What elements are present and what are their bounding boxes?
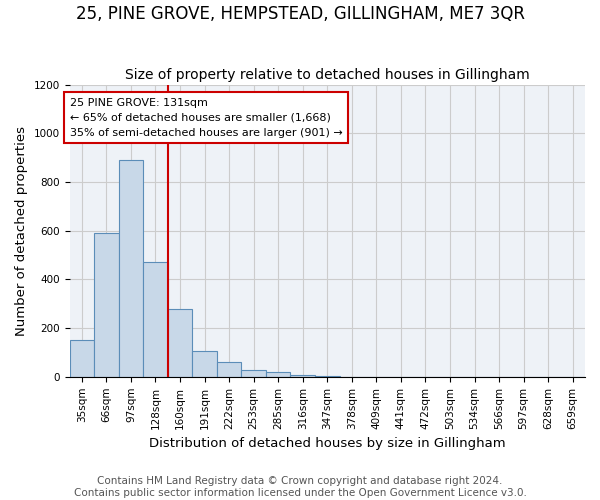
X-axis label: Distribution of detached houses by size in Gillingham: Distribution of detached houses by size … — [149, 437, 506, 450]
Text: Contains HM Land Registry data © Crown copyright and database right 2024.
Contai: Contains HM Land Registry data © Crown c… — [74, 476, 526, 498]
Bar — [192, 351, 217, 377]
Text: 25, PINE GROVE, HEMPSTEAD, GILLINGHAM, ME7 3QR: 25, PINE GROVE, HEMPSTEAD, GILLINGHAM, M… — [76, 5, 524, 23]
Y-axis label: Number of detached properties: Number of detached properties — [15, 126, 28, 336]
Bar — [119, 160, 143, 377]
Bar — [290, 375, 315, 377]
Bar — [143, 262, 168, 377]
Text: 25 PINE GROVE: 131sqm
← 65% of detached houses are smaller (1,668)
35% of semi-d: 25 PINE GROVE: 131sqm ← 65% of detached … — [70, 98, 343, 138]
Bar — [217, 362, 241, 377]
Title: Size of property relative to detached houses in Gillingham: Size of property relative to detached ho… — [125, 68, 530, 82]
Bar — [94, 233, 119, 377]
Bar — [70, 340, 94, 377]
Bar — [241, 370, 266, 377]
Bar — [315, 376, 340, 377]
Bar — [266, 372, 290, 377]
Bar — [168, 308, 192, 377]
